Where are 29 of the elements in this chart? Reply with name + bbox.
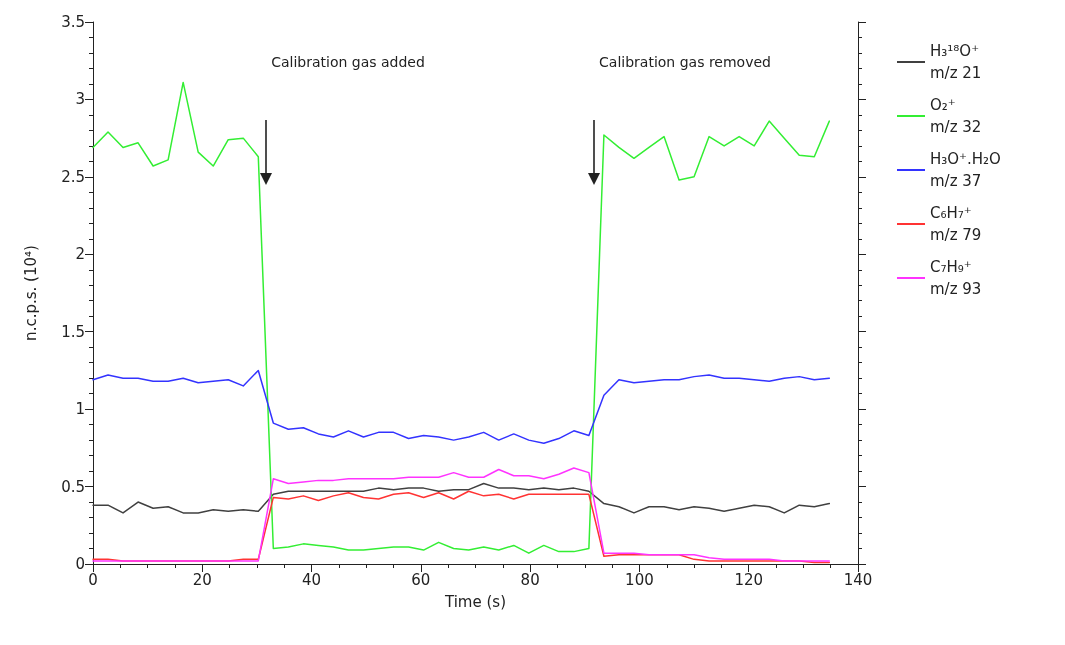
legend-label: O₂⁺ m/z 32	[930, 96, 982, 136]
x-tick-label: 100	[625, 570, 654, 589]
line-series	[92, 81, 831, 554]
x-tick-label: 140	[843, 570, 873, 589]
line-series	[92, 482, 831, 514]
annotation: Calibration gas removed	[599, 54, 771, 70]
y-axis-title: n.c.p.s. (10⁴)	[21, 245, 40, 341]
x-tick-label: 80	[520, 570, 540, 589]
y-tick-label: 2.5	[61, 167, 85, 186]
x-tick-label: 40	[302, 570, 322, 589]
y-tick-label: 0.5	[61, 477, 85, 496]
annotation: Calibration gas added	[271, 54, 425, 70]
y-tick-label: 1	[75, 400, 85, 419]
x-axis-title: Time (s)	[444, 592, 506, 611]
legend-label: H₃¹⁸O⁺ m/z 21	[930, 42, 982, 82]
x-tick-label: 0	[88, 570, 98, 589]
x-tick-label: 120	[734, 570, 764, 589]
line-series	[92, 467, 831, 562]
y-tick-label: 3.5	[61, 13, 85, 31]
x-tick-label: 60	[411, 570, 431, 589]
legend-label: C₆H₇⁺ m/z 79	[930, 204, 982, 244]
x-tick-label: 20	[192, 570, 212, 589]
y-tick-label: 1.5	[61, 322, 85, 341]
y-tick-label: 3	[75, 90, 85, 109]
y-tick-label: 0	[75, 555, 85, 573]
line-series	[92, 369, 831, 444]
legend-label: C₇H₉⁺ m/z 93	[930, 258, 982, 298]
y-tick-label: 2	[75, 245, 85, 264]
legend-label: H₃O⁺.H₂O m/z 37	[930, 150, 1001, 190]
